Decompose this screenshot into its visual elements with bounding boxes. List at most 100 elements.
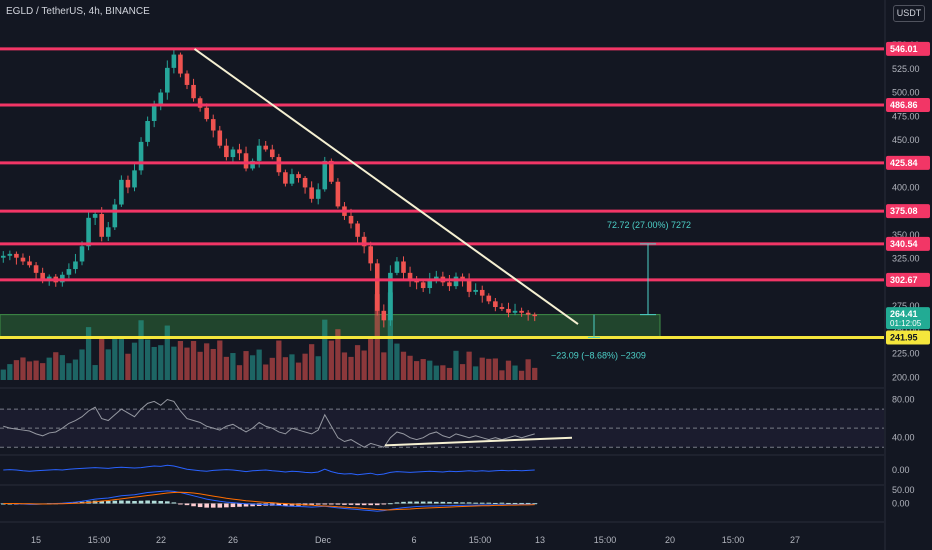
volume-bar	[131, 342, 138, 380]
candle-body	[40, 272, 45, 279]
macd-hist-bar	[499, 502, 505, 504]
macd-hist-bar	[151, 500, 157, 504]
macd-tick-label: 0.00	[892, 499, 910, 509]
volume-bar	[105, 349, 111, 380]
candle-body	[125, 179, 131, 188]
candle-body	[112, 204, 118, 228]
rsi-line	[3, 398, 535, 448]
candle-body	[322, 160, 328, 190]
volume-bar	[479, 357, 485, 380]
volume-bar	[394, 343, 400, 380]
level-price-label: 546.01	[890, 44, 918, 54]
candle-body	[407, 272, 413, 281]
candle-body	[283, 172, 288, 184]
volume-bar	[341, 352, 348, 380]
volume-bar	[79, 349, 85, 380]
macd-hist-bar	[335, 503, 341, 505]
time-axis-label: 15	[31, 535, 41, 545]
volume-bar	[0, 369, 6, 380]
volume-bar	[66, 363, 72, 380]
volume-bar	[446, 367, 453, 380]
candle-body	[184, 73, 190, 85]
macd-hist-bar	[361, 503, 367, 506]
macd-hist-bar	[230, 503, 236, 508]
volume-bar	[256, 349, 262, 380]
rsi-tick-label: 40.00	[892, 433, 915, 443]
volume-bar	[151, 346, 157, 380]
level-price-label: 486.86	[890, 100, 918, 110]
candle-body	[519, 310, 524, 313]
volume-bar	[328, 340, 334, 380]
volume-bar	[486, 358, 492, 380]
candle-body	[447, 282, 452, 287]
price-tick-label: 350.00	[892, 230, 920, 240]
level-price-tag	[886, 41, 930, 56]
candle-body	[158, 92, 164, 104]
candle-body	[453, 276, 459, 287]
downtrend-line	[193, 48, 579, 325]
level-price-label: 340.54	[890, 239, 918, 249]
volume-bar	[269, 357, 275, 380]
volume-bar	[427, 360, 433, 380]
candle-body	[401, 261, 406, 273]
macd-hist-bar	[420, 501, 426, 504]
candle-body	[335, 181, 341, 207]
volume-bar	[518, 370, 525, 380]
macd-hist-bar	[506, 502, 511, 504]
volume-bar	[204, 343, 210, 380]
volume-bar	[348, 356, 354, 380]
volume-bar	[144, 339, 151, 380]
candle-body	[138, 141, 144, 171]
candle-body	[269, 149, 275, 158]
candle-body	[119, 179, 124, 205]
time-axis-label: Dec	[315, 535, 332, 545]
volume-bar	[197, 351, 203, 380]
macd-hist-bar	[171, 502, 177, 504]
candle-body	[0, 255, 6, 258]
macd-hist-bar	[434, 501, 439, 504]
macd-hist-bar	[119, 500, 124, 504]
candle-body	[506, 308, 511, 313]
volume-bar	[210, 348, 216, 380]
macd-hist-bar	[315, 503, 321, 505]
level-price-tag	[886, 155, 930, 170]
candle-body	[368, 246, 373, 264]
macd-hist-bar	[243, 503, 249, 507]
macd-hist-bar	[250, 503, 255, 507]
volume-bar	[26, 361, 33, 380]
support-zone	[0, 314, 661, 338]
macd-hist-bar	[355, 503, 360, 506]
volume-bar	[112, 337, 118, 380]
candle-body	[230, 149, 236, 158]
macd-hist-bar	[473, 502, 478, 504]
currency-button[interactable]: USDT	[893, 5, 925, 22]
macd-hist-bar	[99, 501, 104, 504]
candle-body	[237, 149, 242, 154]
volume-bar	[525, 359, 531, 380]
signal-line	[3, 491, 535, 511]
volume-bar	[512, 365, 518, 380]
level-price-label: 375.08	[890, 206, 918, 216]
macd-hist-bar	[388, 503, 393, 505]
price-tick-label: 200.00	[892, 372, 920, 382]
candle-body	[197, 98, 203, 108]
price-tick-label: 450.00	[892, 135, 920, 145]
volume-bar	[368, 336, 374, 380]
macd-hist-bar	[322, 503, 328, 505]
macd-hist-bar	[178, 503, 183, 505]
volume-bar	[92, 365, 98, 380]
oscillator-tick-label: 0.00	[892, 465, 910, 475]
candle-body	[427, 280, 433, 289]
volume-bar	[118, 336, 125, 380]
candle-body	[165, 67, 170, 93]
candle-body	[191, 84, 196, 99]
volume-bar	[335, 329, 341, 380]
candle-body	[315, 189, 321, 199]
volume-bar	[72, 359, 79, 380]
volume-bar	[243, 351, 249, 380]
candle-body	[145, 121, 150, 142]
macd-hist-bar	[381, 503, 387, 505]
candle-body	[532, 314, 538, 317]
volume-bar	[230, 353, 236, 380]
